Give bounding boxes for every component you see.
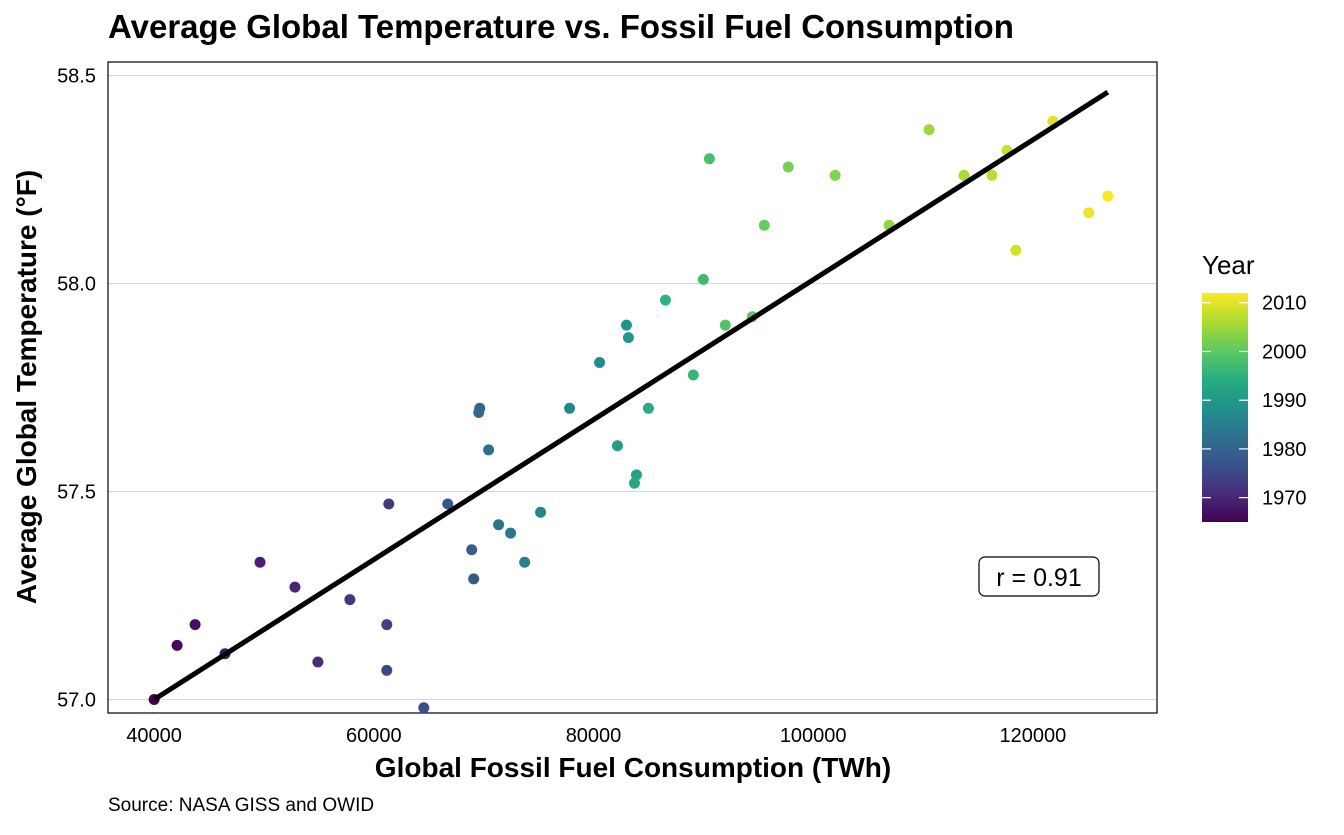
data-point xyxy=(344,594,356,606)
plot-panel-border xyxy=(107,61,1158,714)
data-point xyxy=(620,319,632,331)
x-tick-label: 40000 xyxy=(126,725,182,747)
data-point xyxy=(1083,207,1095,219)
y-tick-label: 58.0 xyxy=(57,274,96,296)
color-legend: Year 1970 1980 1990 2000 2010 xyxy=(1202,250,1307,522)
data-point xyxy=(466,544,478,556)
data-point xyxy=(986,169,998,181)
data-point xyxy=(958,169,970,181)
correlation-annotation: r = 0.91 xyxy=(978,556,1100,597)
data-point xyxy=(622,332,634,344)
y-tick-label: 57.5 xyxy=(57,481,96,503)
data-point xyxy=(628,477,640,489)
legend-title: Year xyxy=(1202,250,1255,280)
data-point xyxy=(289,581,301,593)
data-point xyxy=(505,527,517,539)
data-points xyxy=(148,115,1114,714)
data-point xyxy=(697,273,709,285)
legend-tick-label: 1990 xyxy=(1262,390,1307,412)
legend-tick-label: 1970 xyxy=(1262,488,1307,510)
legend-tick-label: 1980 xyxy=(1262,439,1307,461)
x-tick-label: 80000 xyxy=(566,725,622,747)
x-axis: 40000 60000 80000 100000 120000 xyxy=(126,725,1066,747)
data-point xyxy=(189,619,201,631)
data-point xyxy=(535,506,547,518)
y-tick-label: 58.5 xyxy=(57,66,96,88)
regression-line xyxy=(152,90,1110,702)
y-axis: 57.0 57.5 58.0 58.5 xyxy=(57,66,96,712)
y-axis-title: Average Global Temperature (°F) xyxy=(11,170,42,604)
legend-tick-label: 2010 xyxy=(1262,293,1307,315)
data-point xyxy=(493,519,505,531)
data-point xyxy=(171,639,183,651)
data-point xyxy=(611,440,623,452)
data-point xyxy=(829,169,841,181)
data-point xyxy=(659,294,671,306)
data-point xyxy=(1102,190,1114,202)
x-axis-title: Global Fossil Fuel Consumption (TWh) xyxy=(375,752,891,783)
colorbar xyxy=(1202,293,1248,522)
legend-tick-label: 2000 xyxy=(1262,341,1307,363)
gridlines xyxy=(108,75,1157,700)
data-point xyxy=(923,124,935,136)
data-point xyxy=(381,619,393,631)
x-tick-label: 100000 xyxy=(780,725,847,747)
x-tick-label: 120000 xyxy=(1000,725,1067,747)
source-caption: Source: NASA GISS and OWID xyxy=(108,795,374,816)
data-point xyxy=(564,402,576,414)
data-point xyxy=(719,319,731,331)
correlation-label: r = 0.91 xyxy=(996,564,1081,592)
data-point xyxy=(782,161,794,173)
data-point xyxy=(630,469,642,481)
data-point xyxy=(383,498,395,510)
data-point xyxy=(483,444,495,456)
data-point xyxy=(418,702,430,714)
data-point xyxy=(442,498,454,510)
data-point xyxy=(473,406,485,418)
data-point xyxy=(519,556,531,568)
data-point xyxy=(254,556,266,568)
data-point xyxy=(642,402,654,414)
data-point xyxy=(687,369,699,381)
data-point xyxy=(1010,244,1022,256)
x-tick-label: 60000 xyxy=(346,725,402,747)
data-point xyxy=(703,153,715,165)
data-point xyxy=(468,573,480,585)
data-point xyxy=(312,656,324,668)
chart-title: Average Global Temperature vs. Fossil Fu… xyxy=(108,8,1014,45)
data-point xyxy=(594,357,606,369)
y-tick-label: 57.0 xyxy=(57,689,96,711)
data-point xyxy=(381,664,393,676)
data-point xyxy=(758,219,770,231)
